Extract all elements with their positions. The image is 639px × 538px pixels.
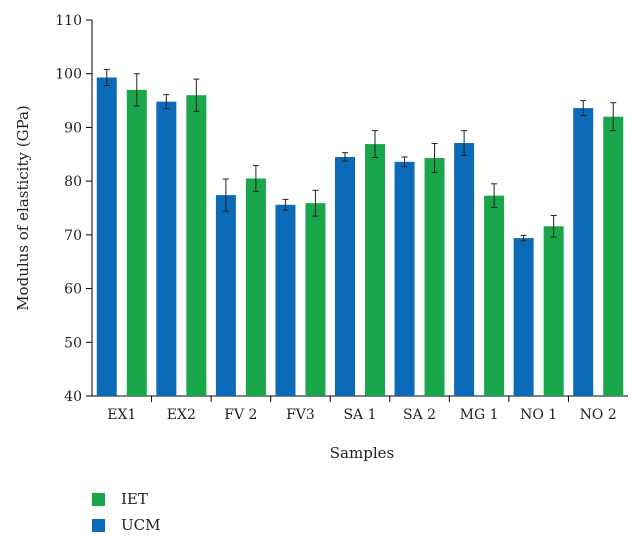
bar-iet: [424, 158, 445, 396]
y-axis: 40 50 60 70 80 90 100 110: [55, 13, 93, 405]
bar-ucm: [335, 156, 355, 396]
bar-ucm: [275, 204, 296, 396]
bar-ucm: [394, 161, 415, 396]
legend-item-iet: IET: [92, 486, 160, 512]
legend: IET UCM: [92, 486, 160, 538]
legend-label-iet: IET: [121, 490, 148, 508]
bar-ucm: [156, 101, 177, 396]
bar-ucm: [215, 195, 236, 396]
x-tick-label: MG 1: [460, 407, 499, 423]
y-tick-label: 50: [64, 335, 82, 351]
x-tick-label: EX1: [107, 407, 136, 423]
bars: [96, 68, 624, 396]
legend-item-ucm: UCM: [92, 512, 160, 538]
x-tick-label: EX2: [167, 407, 196, 423]
y-tick-label: 80: [64, 174, 82, 190]
bar-ucm: [513, 238, 534, 396]
y-tick-label: 110: [55, 13, 82, 29]
bar-iet: [484, 195, 505, 396]
bar-iet: [603, 116, 624, 396]
x-tick-label: FV3: [286, 407, 315, 423]
y-tick-label: 90: [64, 120, 82, 136]
bar-iet: [186, 95, 207, 396]
bar-chart: 40 50 60 70 80 90 100 110 EX1 EX2 FV 2 FV3 SA 1 SA 2…: [14, 13, 628, 462]
x-axis-title: Samples: [330, 444, 394, 462]
legend-swatch-ucm: [92, 518, 105, 532]
bar-ucm: [454, 143, 475, 396]
bar-ucm: [573, 108, 594, 396]
bar-iet: [126, 89, 147, 396]
bar-ucm: [96, 77, 117, 396]
y-axis-title: Modulus of elasticity (GPa): [14, 105, 32, 311]
bar-iet: [365, 144, 385, 396]
bar-iet: [245, 178, 266, 396]
legend-label-ucm: UCM: [121, 516, 161, 534]
legend-swatch-iet: [92, 492, 105, 506]
y-tick-label: 70: [64, 228, 82, 244]
y-tick-label: 60: [64, 282, 82, 298]
x-tick-label: SA 2: [403, 407, 436, 423]
bar-iet: [543, 226, 564, 396]
y-tick-label: 40: [64, 389, 82, 405]
x-tick-label: NO 2: [580, 407, 617, 423]
x-tick-label: NO 1: [520, 407, 557, 423]
x-tick-label: FV 2: [224, 407, 257, 423]
bar-iet: [305, 203, 326, 396]
x-axis: EX1 EX2 FV 2 FV3 SA 1 SA 2 MG 1 NO 1 NO 2: [92, 395, 628, 423]
y-tick-label: 100: [55, 67, 82, 83]
x-tick-label: SA 1: [343, 407, 376, 423]
